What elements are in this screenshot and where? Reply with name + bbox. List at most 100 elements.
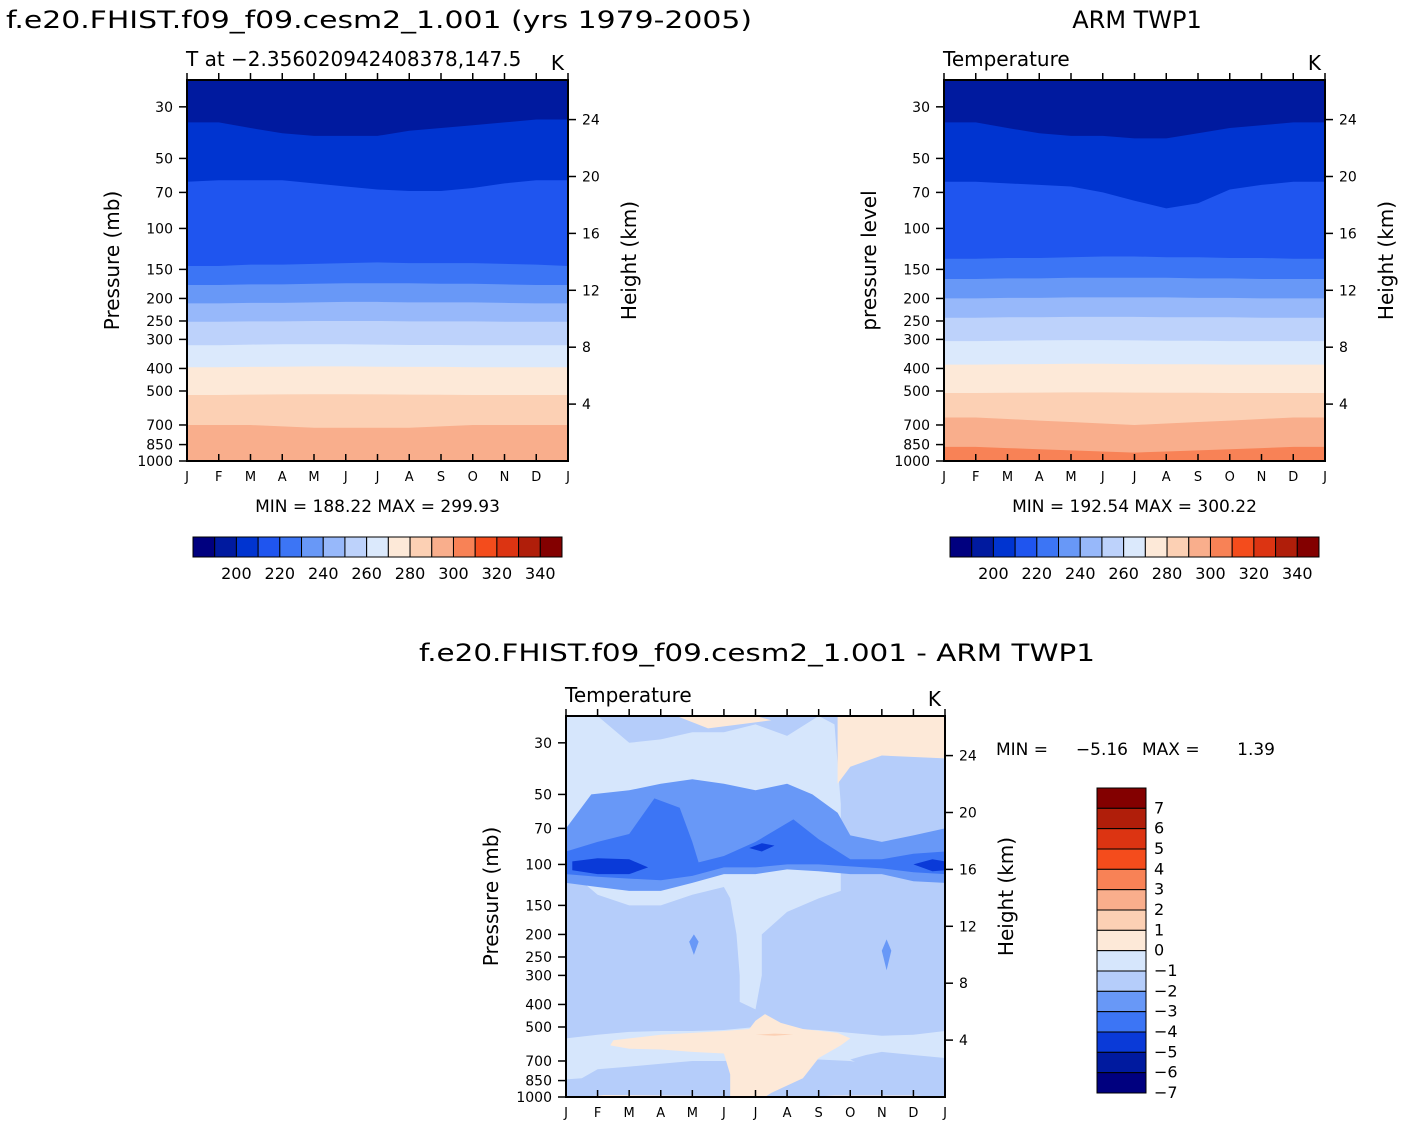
pressure-tick-label: 500	[903, 384, 930, 400]
panel-subtitle: T at −2.356020942408378,147.5	[185, 47, 521, 71]
panel3-main-title: f.e20.FHIST.f09_f09.cesm2_1.001 - ARM TW…	[419, 639, 1095, 667]
y2-axis-label: Height (km)	[617, 201, 641, 320]
colorbar-label: 300	[1195, 564, 1226, 583]
pressure-tick-label: 850	[903, 438, 930, 454]
contour-region	[850, 1051, 945, 1093]
colorbar-swatch	[949, 536, 973, 558]
pressure-tick-label: 500	[525, 1020, 552, 1036]
colorbar-label: 3	[1154, 880, 1164, 899]
panel-3: J F M A M J J A S O N D J305070100150200250300400500…	[479, 683, 1275, 1121]
x-tick-label: J	[942, 1106, 947, 1121]
x-tick-label: M	[308, 470, 319, 485]
colorbar-swatch	[1079, 536, 1103, 558]
colorbar-swatch	[1096, 868, 1147, 891]
colorbar-label: −1	[1154, 961, 1178, 980]
pressure-tick-label: 500	[146, 384, 173, 400]
max-label: MAX =	[1142, 740, 1200, 760]
min-max-stats: MIN = 188.22 MAX = 299.93	[255, 497, 500, 517]
x-tick-label: S	[1194, 470, 1202, 485]
height-tick-label: 4	[1339, 397, 1348, 413]
colorbar-swatch	[452, 536, 476, 558]
colorbar-label: 220	[1022, 564, 1053, 583]
units-label: K	[1308, 51, 1322, 75]
colorbar-label: 6	[1154, 819, 1164, 838]
x-tick-label: N	[1257, 470, 1267, 485]
height-tick-label: 20	[582, 169, 600, 185]
colorbar-swatch	[1014, 536, 1038, 558]
pressure-tick-label: 100	[903, 221, 930, 237]
colorbar-swatch	[496, 536, 520, 558]
x-tick-label: N	[877, 1106, 887, 1121]
colorbar-swatch	[1123, 536, 1146, 558]
contour-region	[566, 798, 945, 881]
colorbar-swatch	[235, 536, 259, 558]
units-label: K	[551, 51, 565, 75]
colorbar-label: 320	[1239, 564, 1270, 583]
height-tick-label: 12	[1339, 283, 1357, 299]
height-tick-label: 12	[959, 919, 977, 935]
height-tick-label: 4	[959, 1033, 968, 1049]
colorbar-label: 320	[482, 564, 513, 583]
height-tick-label: 20	[959, 805, 977, 821]
pressure-tick-label: 50	[912, 151, 930, 167]
colorbar-label: 220	[265, 564, 296, 583]
contour-region	[572, 858, 649, 875]
pressure-tick-label: 150	[525, 898, 552, 914]
colorbar-label: 200	[978, 564, 1009, 583]
colorbar-label: 0	[1154, 941, 1164, 960]
pressure-tick-label: 400	[903, 361, 930, 377]
colorbar-label: 280	[395, 564, 426, 583]
x-tick-label: A	[278, 470, 287, 485]
colorbar-swatch	[539, 536, 563, 558]
colorbar-swatch	[1296, 536, 1320, 558]
x-tick-label: M	[624, 1106, 635, 1121]
y2-axis-label: Height (km)	[994, 837, 1018, 956]
min-label: MIN =	[996, 740, 1048, 760]
x-tick-label: J	[375, 470, 380, 485]
colorbar-label: 340	[525, 564, 556, 583]
colorbar-label: 2	[1154, 900, 1164, 919]
colorbar-label: 260	[1108, 564, 1139, 583]
pressure-tick-label: 30	[912, 100, 930, 116]
pressure-tick-label: 250	[146, 314, 173, 330]
colorbar-label: 260	[351, 564, 382, 583]
height-tick-label: 24	[1339, 113, 1357, 129]
pressure-tick-label: 200	[525, 927, 552, 943]
colorbar-swatch	[366, 536, 389, 558]
x-tick-label: F	[972, 470, 979, 485]
colorbar-label: 240	[1065, 564, 1096, 583]
colorbar-label: 340	[1282, 564, 1313, 583]
contour-region	[566, 1086, 598, 1097]
contour-field	[187, 80, 568, 461]
pressure-tick-label: 250	[903, 314, 930, 330]
height-tick-label: 8	[582, 340, 591, 356]
colorbar-swatch	[1096, 787, 1147, 809]
pressure-tick-label: 100	[525, 857, 552, 873]
pressure-tick-label: 200	[146, 291, 173, 307]
x-tick-label: F	[215, 470, 222, 485]
x-tick-label: D	[1288, 470, 1298, 485]
colorbar-swatch	[214, 536, 237, 558]
x-tick-label: N	[500, 470, 510, 485]
x-tick-label: F	[594, 1106, 601, 1121]
colorbar-swatch	[1096, 889, 1147, 911]
y2-axis-label: Height (km)	[1374, 201, 1398, 320]
pressure-tick-label: 1000	[516, 1090, 552, 1106]
colorbar-swatch	[1096, 1011, 1147, 1033]
pressure-tick-label: 30	[155, 100, 173, 116]
colorbar-swatch	[1101, 536, 1125, 558]
min-max-stats: MIN = 192.54 MAX = 300.22	[1012, 497, 1257, 517]
y-axis-label: Pressure (mb)	[479, 827, 503, 967]
pressure-tick-label: 300	[525, 968, 552, 984]
colorbar-label: −7	[1154, 1083, 1178, 1102]
contour-band	[187, 424, 568, 461]
colorbar-label: −5	[1154, 1042, 1178, 1061]
height-tick-label: 16	[582, 226, 600, 242]
pressure-tick-label: 400	[146, 361, 173, 377]
colorbar-swatch	[431, 536, 454, 558]
colorbar-label: −2	[1154, 981, 1178, 1000]
pressure-tick-label: 700	[525, 1054, 552, 1070]
pressure-tick-label: 1000	[894, 454, 930, 470]
pressure-tick-label: 300	[146, 332, 173, 348]
panel1-main-title: f.e20.FHIST.f09_f09.cesm2_1.001 (yrs 197…	[6, 6, 752, 34]
